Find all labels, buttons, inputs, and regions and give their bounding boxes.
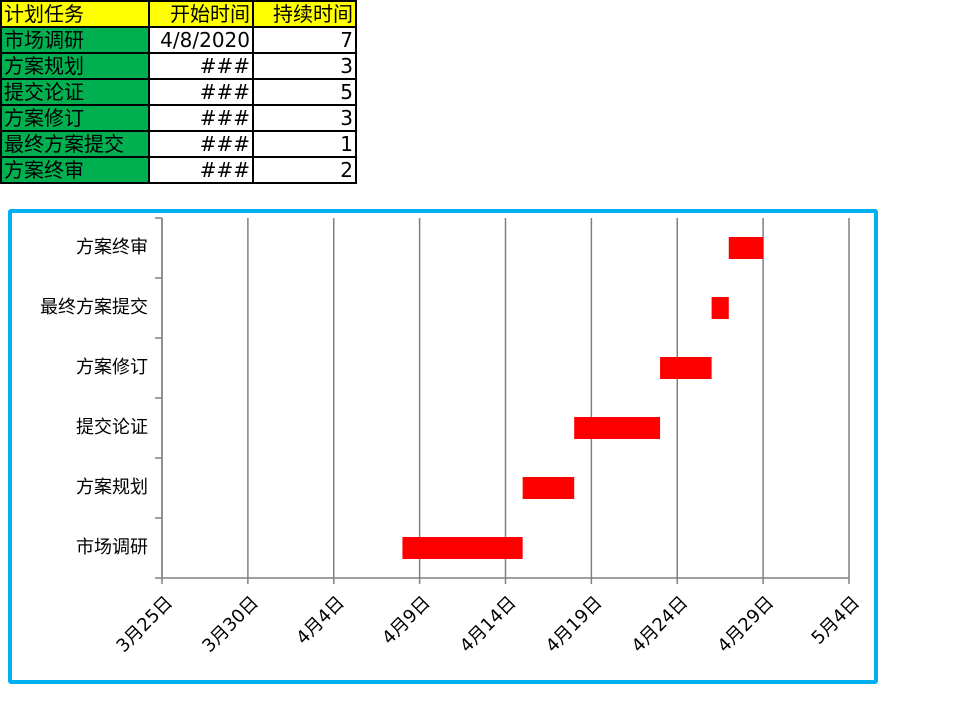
table-cell[interactable]: 3: [252, 104, 357, 132]
x-tick-label: 3月25日: [112, 592, 177, 657]
table-cell[interactable]: 开始时间: [148, 0, 254, 28]
table-cell[interactable]: 3: [252, 52, 357, 80]
table-cell[interactable]: ###: [148, 52, 254, 80]
table-row: 方案规划 ### 3: [0, 52, 357, 80]
task-bar: [522, 477, 575, 499]
table-cell[interactable]: 计划任务: [0, 0, 150, 28]
task-bar: [711, 297, 729, 319]
y-tick-label: 提交论证: [76, 417, 148, 438]
table-cell[interactable]: 7: [252, 26, 357, 54]
table-row: 方案终审 ### 2: [0, 156, 357, 184]
y-tick-label: 市场调研: [76, 537, 148, 558]
table-row: 方案修订 ### 3: [0, 104, 357, 132]
table-cell[interactable]: ###: [148, 130, 254, 158]
table-cell[interactable]: ###: [148, 104, 254, 132]
table-cell[interactable]: 方案终审: [0, 156, 150, 184]
x-tick-label: 5月4日: [808, 592, 865, 649]
table-row: 市场调研 4/8/2020 7: [0, 26, 357, 54]
table-cell[interactable]: 持续时间: [252, 0, 357, 28]
task-table: 计划任务 开始时间 持续时间 市场调研 4/8/2020 7 方案规划 ### 3 提交论证 ###…: [0, 0, 357, 184]
x-tick-label: 4月14日: [456, 592, 521, 657]
table-cell[interactable]: 5: [252, 78, 357, 106]
table-cell[interactable]: 方案规划: [0, 52, 150, 80]
task-bar: [402, 537, 523, 559]
x-tick-label: 4月19日: [542, 592, 607, 657]
task-bar: [660, 357, 712, 379]
table-cell[interactable]: ###: [148, 156, 254, 184]
table-row: 计划任务 开始时间 持续时间: [0, 0, 357, 28]
table-row: 提交论证 ### 5: [0, 78, 357, 106]
table-cell[interactable]: ###: [148, 78, 254, 106]
table-cell[interactable]: 4/8/2020: [148, 26, 254, 54]
y-tick-label: 方案修订: [76, 357, 148, 378]
y-tick-label: 方案规划: [76, 477, 148, 498]
table-cell[interactable]: 方案修订: [0, 104, 150, 132]
y-tick-label: 最终方案提交: [40, 297, 148, 318]
chart-frame: [8, 209, 878, 684]
x-tick-label: 4月4日: [292, 592, 349, 649]
task-bar: [728, 237, 764, 259]
y-tick-label: 方案终审: [76, 237, 148, 258]
table-cell[interactable]: 最终方案提交: [0, 130, 150, 158]
x-tick-label: 4月9日: [378, 592, 435, 649]
table-cell[interactable]: 市场调研: [0, 26, 150, 54]
table-cell[interactable]: 1: [252, 130, 357, 158]
x-tick-label: 4月29日: [714, 592, 779, 657]
table-cell[interactable]: 2: [252, 156, 357, 184]
task-bar: [574, 417, 661, 439]
table-cell[interactable]: 提交论证: [0, 78, 150, 106]
table-row: 最终方案提交 ### 1: [0, 130, 357, 158]
x-tick-label: 3月30日: [198, 592, 263, 657]
x-tick-label: 4月24日: [628, 592, 693, 657]
